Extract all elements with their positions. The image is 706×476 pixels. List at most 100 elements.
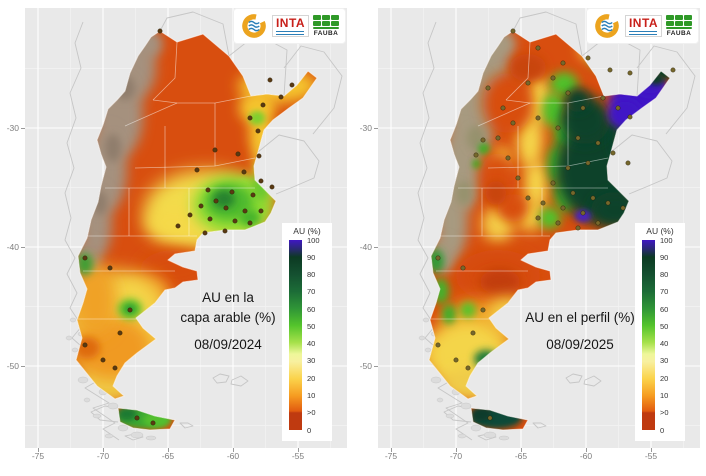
legend-tick-label: 30	[660, 356, 669, 366]
station-dot	[82, 255, 88, 261]
legend-tick-label: 20	[307, 373, 316, 383]
station-dot	[615, 105, 621, 111]
x-tick-mark	[298, 448, 299, 452]
island	[104, 433, 114, 439]
color-blob	[456, 181, 472, 205]
map-title-line2: capa arable (%)	[180, 310, 276, 325]
station-dot	[555, 125, 561, 131]
inta-logo-text: INTA	[628, 16, 659, 30]
station-dot	[453, 357, 459, 363]
station-dot	[255, 128, 261, 134]
station-dot	[435, 255, 441, 261]
station-dot	[278, 94, 284, 100]
station-dot	[550, 180, 556, 186]
legend-tick-label: 10	[307, 390, 316, 400]
clima-y-agua-logo	[242, 14, 266, 38]
color-blob	[117, 407, 137, 421]
x-tick-mark	[651, 448, 652, 452]
legend-tick-label: 50	[307, 321, 316, 331]
x-tick-mark	[103, 448, 104, 452]
x-tick-mark	[233, 448, 234, 452]
station-dot	[232, 218, 238, 224]
station-dot	[82, 342, 88, 348]
color-blob	[608, 99, 642, 129]
province-borders	[78, 41, 256, 320]
argentina-outline	[75, 30, 318, 431]
legend-tick-label: 40	[660, 339, 669, 349]
station-dot	[222, 228, 228, 234]
color-blob	[105, 134, 121, 162]
island	[77, 376, 89, 384]
color-blob	[143, 412, 171, 428]
island	[418, 335, 426, 341]
station-dot	[620, 205, 626, 211]
station-dot	[595, 140, 601, 146]
color-blob	[115, 76, 135, 100]
x-tick-label: -70	[96, 451, 110, 461]
x-tick-label: -55	[644, 451, 658, 461]
station-dot	[515, 175, 521, 181]
argentina-map-right	[378, 8, 700, 448]
station-dots	[82, 28, 295, 426]
fauba-logo: FAUBA	[312, 14, 339, 37]
color-blob	[483, 73, 533, 133]
station-dot	[607, 67, 613, 73]
station-dot	[525, 195, 531, 201]
neighbor-border	[565, 373, 583, 384]
x-tick-label: -65	[161, 451, 175, 461]
province-border	[124, 102, 178, 127]
station-dot	[627, 114, 633, 120]
color-blob	[467, 126, 485, 150]
station-dot	[670, 67, 676, 73]
color-blob	[93, 191, 107, 215]
island	[422, 317, 430, 323]
station-dot	[247, 115, 253, 121]
color-blob	[471, 407, 491, 421]
legend-tick-label: 30	[307, 356, 316, 366]
fauba-fields-icon	[312, 14, 339, 26]
color-blob	[486, 181, 506, 205]
fauba-logo-text: FAUBA	[666, 30, 692, 38]
colorbar-legend: AU (%) 100 90 80 70 60 50 40 30 20 10 >0 0	[282, 223, 332, 441]
island	[483, 431, 497, 439]
x-tick-mark	[38, 448, 39, 452]
legend-tick-label: >0	[307, 408, 316, 418]
province-border	[152, 95, 252, 104]
station-dot	[223, 205, 229, 211]
y-tick-mark	[21, 247, 25, 248]
color-blob	[590, 51, 616, 69]
station-dot	[550, 75, 556, 81]
legend-tick-label: 80	[660, 270, 669, 280]
y-tick-label: -40	[6, 242, 19, 252]
y-tick-label: -30	[359, 123, 372, 133]
legend-tick-label: 90	[660, 252, 669, 262]
y-tick-label: -50	[359, 361, 372, 371]
station-dot	[590, 195, 596, 201]
neighbor-border	[417, 21, 473, 441]
station-dot	[465, 365, 471, 371]
station-dot	[480, 137, 486, 143]
neighbor-border	[636, 45, 696, 135]
station-dots	[435, 28, 676, 421]
station-dot	[535, 45, 541, 51]
island	[145, 435, 157, 441]
station-dot	[229, 189, 235, 195]
legend-tick-label: >0	[660, 408, 669, 418]
island	[424, 347, 432, 353]
province-border	[152, 41, 178, 101]
station-dot	[575, 135, 581, 141]
x-tick-mark	[168, 448, 169, 452]
legend-tick-label: 60	[307, 304, 316, 314]
station-dot	[487, 415, 493, 421]
province-border	[477, 102, 531, 127]
legend-tick-label: 70	[660, 287, 669, 297]
station-dot	[250, 192, 256, 198]
station-dot	[212, 147, 218, 153]
neighbor-border	[583, 375, 602, 387]
station-dot	[187, 212, 193, 218]
station-dot	[580, 105, 586, 111]
station-dot	[585, 55, 591, 61]
legend-tick-label: 0	[660, 425, 665, 435]
argentina-map-left	[25, 8, 347, 448]
x-tick-label: -60	[226, 451, 240, 461]
